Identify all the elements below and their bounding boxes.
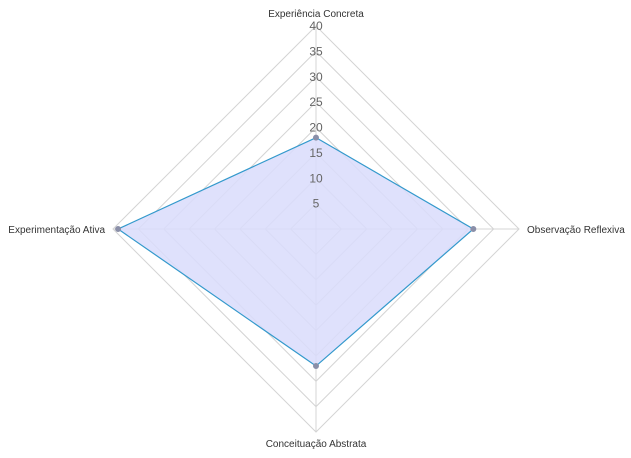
data-point-0 [313,134,319,141]
series-area-0 [116,136,475,367]
data-point-3 [115,226,122,232]
radar-series [115,134,477,370]
tick-label-25: 25 [309,95,323,109]
axis-label-0: Experiência Concreta [268,9,364,20]
tick-label-20: 20 [309,121,323,135]
tick-label-5: 5 [313,197,320,211]
radial-tick-labels: 5 10 15 20 25 30 35 40 [309,19,323,211]
tick-label-15: 15 [309,146,323,160]
tick-label-40: 40 [309,19,323,33]
data-point-1 [470,226,477,232]
tick-label-10: 10 [309,171,323,185]
tick-label-35: 35 [309,44,323,58]
axis-labels: Experiência Concreta Observação Reflexiva… [8,9,625,450]
axis-label-2: Conceituação Abstrata [266,439,367,450]
tick-label-30: 30 [309,70,323,84]
data-point-2 [313,363,319,370]
axis-label-1: Observação Reflexiva [527,225,625,236]
axis-label-3: Experimentação Ativa [8,225,105,236]
